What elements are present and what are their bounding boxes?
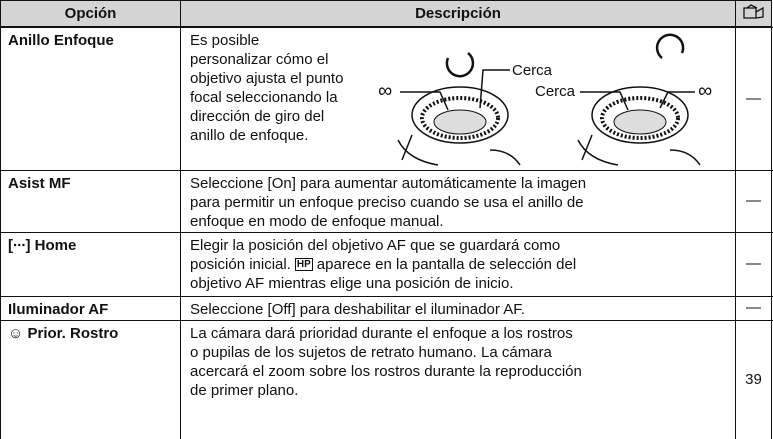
description-line: o pupilas de los sujetos de retrato huma… [190,343,552,362]
text-segment: focal seleccionando la [190,89,338,106]
description-line: para permitir un enfoque preciso cuando … [190,193,584,212]
description-line: Seleccione [On] para aumentar automática… [190,174,586,193]
text-segment: para permitir un enfoque preciso cuando … [190,194,584,211]
lens-part [655,33,685,59]
diagram-label: Cerca [535,83,576,100]
option-name: [∙∙∙] Home [8,237,77,254]
reference: — [746,255,761,272]
text-segment: objetivo AF mientras elige una posición … [190,275,514,292]
description-line: La cámara dará prioridad durante el enfo… [190,324,573,343]
header-bg [0,0,772,27]
description-line: focal seleccionando la [190,88,338,107]
option-name: Asist MF [8,175,71,192]
description-line: anillo de enfoque. [190,126,308,145]
text-segment: Seleccione [Off] para deshabilitar el il… [190,301,525,318]
text-segment: enfoque en modo de enfoque manual. [190,213,444,230]
hp-icon: HP [294,258,313,271]
leader-line [659,91,695,109]
diagram-label: ∞ [378,80,393,102]
text-segment: aparece en la pantalla de selección del [316,256,577,273]
reference: — [746,299,761,316]
text-segment: La cámara dará prioridad durante el enfo… [190,325,573,342]
lens-illustration [577,33,701,166]
reference-icon [743,4,764,19]
description-line: acercará el zoom sobre los rostros duran… [190,362,582,381]
lens-illustration [397,52,521,166]
lens-part [420,96,500,140]
description-line: de primer plano. [190,381,298,400]
text-segment: posición inicial. [190,256,291,273]
text-segment: de primer plano. [190,382,299,399]
description-line: Seleccione [Off] para deshabilitar el il… [190,300,525,319]
description-line: enfoque en modo de enfoque manual. [190,212,444,231]
leader-line [400,91,449,111]
text-segment: Elegir la posición del objetivo AF que s… [190,237,561,254]
leader-line [479,69,510,109]
text-segment: acercará el zoom sobre los rostros duran… [190,363,582,380]
description-line: Elegir la posición del objetivo AF que s… [190,236,560,255]
header-description: Descripción [415,5,501,22]
text-segment: personalizar cómo el [190,51,329,68]
text-segment: objetivo ajusta el punto [190,70,344,87]
lens-part [397,134,521,166]
header-option: Opción [64,5,117,22]
reference: 39 [745,370,762,388]
leader-line [580,91,629,111]
option-name: Anillo Enfoque [8,32,114,49]
text-segment: Es posible [190,32,260,49]
description-line: objetivo ajusta el punto [190,69,343,88]
reference: — [746,89,761,107]
description-line: dirección de giro del [190,107,324,126]
description-line: personalizar cómo el [190,50,328,69]
option-name: ☺ Prior. Rostro [8,325,119,342]
lens-part [577,134,701,166]
text-segment: o pupilas de los sujetos de retrato huma… [190,344,552,361]
text-segment: Seleccione [On] para aumentar automática… [190,175,587,192]
lens-part [613,109,667,135]
description-line: objetivo AF mientras elige una posición … [190,274,514,293]
diagram-label: ∞ [698,80,713,102]
description-line: Es posible [190,31,259,50]
option-name: Iluminador AF [8,301,109,318]
reference: — [746,192,761,209]
diagram-label: Cerca [512,62,553,79]
lens-part [445,52,475,78]
text-segment: anillo de enfoque. [190,127,309,144]
text-segment: dirección de giro del [190,108,325,125]
description-line: posición inicial. HP aparece en la pantall… [190,255,576,274]
lens-part [600,96,680,140]
lens-part [433,109,487,135]
